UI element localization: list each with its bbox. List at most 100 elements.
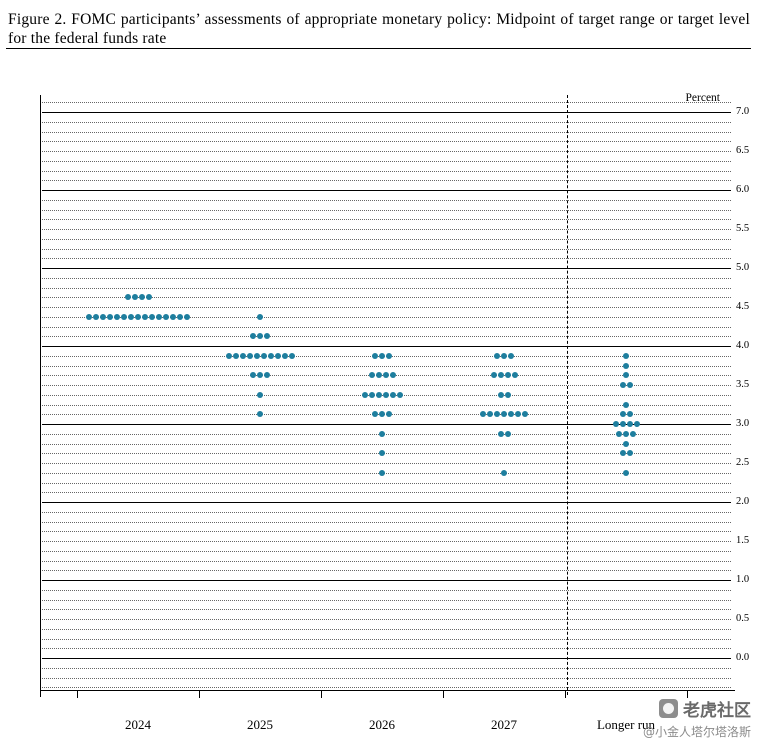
x-axis-tick: [321, 690, 322, 698]
dot: [501, 411, 507, 418]
dot: [288, 352, 295, 359]
dot: [368, 391, 375, 398]
x-axis-tick: [443, 690, 444, 698]
dot: [379, 469, 385, 476]
gridline-dotted: [42, 648, 731, 650]
dot: [368, 372, 375, 379]
x-axis-tick: [199, 690, 200, 698]
gridline-dotted: [42, 677, 731, 679]
gridline-dotted: [42, 160, 731, 162]
dot: [623, 469, 629, 476]
dot: [389, 391, 396, 398]
gridline-dotted: [42, 209, 731, 211]
dot: [504, 391, 511, 398]
dot: [623, 440, 629, 447]
dot: [508, 352, 514, 359]
gridline-solid: [42, 580, 731, 581]
dot: [382, 391, 389, 398]
gridline-dotted: [42, 316, 731, 318]
dot: [260, 352, 267, 359]
dot: [142, 313, 148, 320]
watermark: 老虎社区 @小金人塔尔塔洛斯: [643, 696, 751, 740]
dot: [239, 352, 246, 359]
gridline-dotted: [42, 511, 731, 513]
gridline-dotted: [42, 307, 731, 308]
dot: [375, 372, 382, 379]
dot: [480, 411, 486, 418]
gridline-dotted: [42, 180, 731, 182]
y-axis-label: 0.5: [736, 613, 750, 624]
gridline-dotted: [42, 102, 731, 104]
dot: [508, 411, 514, 418]
dot: [232, 352, 239, 359]
gridline-dotted: [42, 258, 731, 260]
gridline-dotted: [42, 131, 731, 133]
x-axis-label: Longer run: [596, 717, 656, 732]
x-axis-label: 2027: [491, 717, 517, 732]
gridline-solid: [42, 502, 731, 503]
dot: [131, 294, 138, 301]
dot: [623, 352, 629, 359]
gridline-dotted: [42, 238, 731, 240]
dot: [623, 372, 629, 379]
dot: [264, 333, 270, 340]
dot: [267, 352, 274, 359]
dot: [250, 333, 256, 340]
x-axis-label: 2026: [369, 717, 395, 732]
dot: [494, 411, 500, 418]
dot: [257, 372, 263, 379]
gridline-dotted: [42, 443, 731, 445]
dot: [372, 411, 378, 418]
dot: [612, 421, 619, 427]
dot: [626, 382, 633, 388]
dot: [257, 333, 263, 340]
gridline-dotted: [42, 287, 731, 289]
x-axis-tick: [77, 690, 78, 698]
dot: [379, 430, 385, 437]
dot: [124, 294, 131, 301]
gridline-solid: [42, 424, 731, 425]
gridline-dotted: [42, 248, 731, 250]
dot: [626, 421, 633, 427]
dot: [138, 294, 145, 301]
gridline-dotted: [42, 365, 731, 367]
gridline-dotted: [42, 141, 731, 143]
gridline-dotted: [42, 628, 731, 630]
y-axis-label: 6.0: [736, 184, 750, 195]
gridline-solid: [42, 112, 731, 113]
dot: [257, 313, 263, 320]
y-axis-label: 6.5: [736, 145, 750, 156]
dot: [497, 430, 504, 437]
dot: [114, 313, 120, 320]
dot: [100, 313, 106, 320]
dot: [504, 430, 511, 437]
figure-title: Figure 2. FOMC participants’ assessments…: [8, 11, 750, 48]
y-axis-label: 4.5: [736, 301, 750, 312]
x-axis-label: 2025: [247, 717, 273, 732]
gridline-dotted: [42, 219, 731, 221]
separator-line: [567, 95, 568, 695]
gridline-dotted: [42, 599, 731, 601]
y-axis-label: 1.5: [736, 535, 750, 546]
dot: [490, 372, 497, 379]
dot: [389, 372, 396, 379]
gridline-dotted: [42, 385, 731, 386]
dot: [379, 411, 385, 418]
y-axis-label: 2.0: [736, 496, 750, 507]
y-axis-label: 3.0: [736, 418, 750, 429]
dot: [145, 294, 152, 301]
gridline-dotted: [42, 336, 731, 338]
dot: [630, 430, 636, 437]
dot: [264, 372, 270, 379]
dot: [504, 372, 511, 379]
title-rule: [6, 48, 751, 49]
gridline-dotted: [42, 121, 731, 123]
dot: [257, 391, 263, 398]
dot: [626, 411, 633, 418]
tiger-logo-icon: [659, 699, 678, 718]
y-axis-label: 2.5: [736, 457, 750, 468]
dot: [163, 313, 169, 320]
dot: [382, 372, 389, 379]
dot: [633, 421, 640, 427]
dot: [501, 469, 507, 476]
